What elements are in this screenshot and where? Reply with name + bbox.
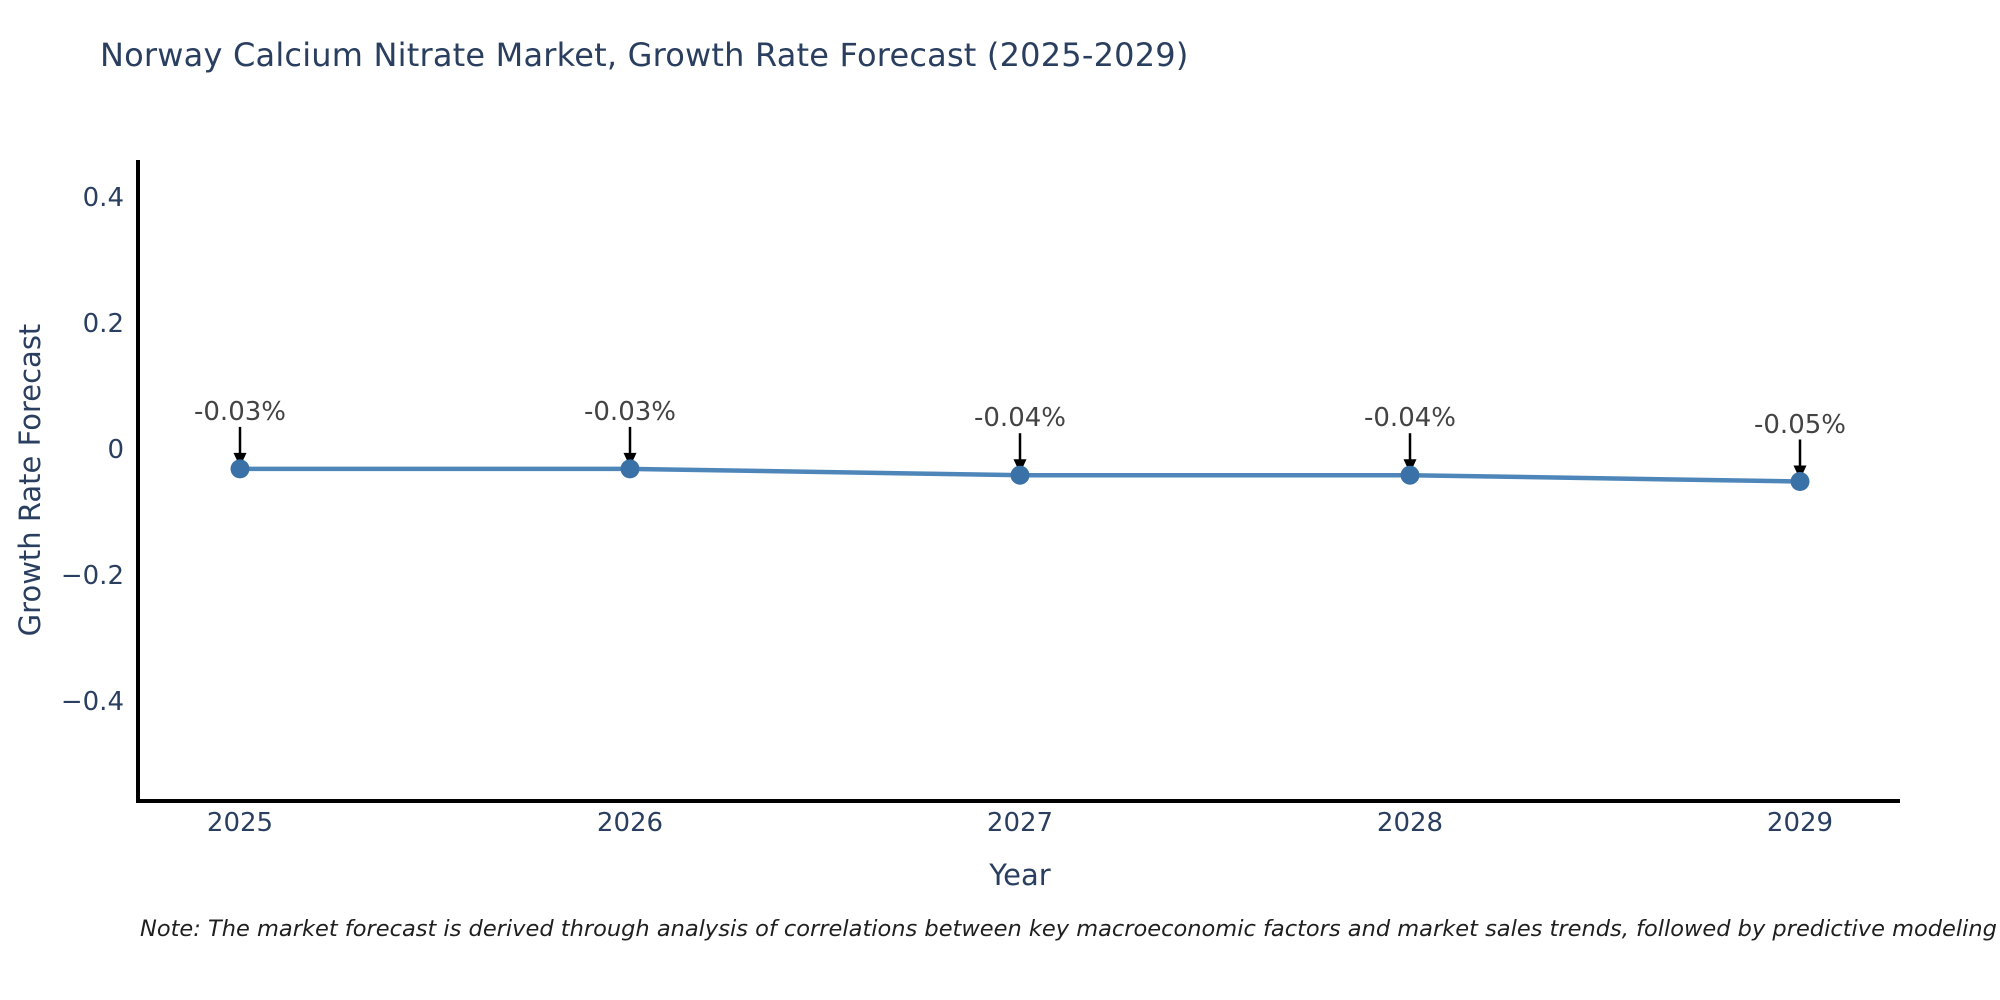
y-axis-tick-label: 0 bbox=[107, 435, 124, 465]
x-axis-tick-label: 2025 bbox=[206, 808, 274, 838]
point-annotation-label: -0.03% bbox=[584, 396, 676, 427]
y-axis-tick-label: 0.2 bbox=[82, 309, 124, 339]
x-axis-tick-label: 2028 bbox=[1376, 808, 1444, 838]
point-annotation-label: -0.04% bbox=[974, 403, 1066, 434]
data-point-marker bbox=[620, 459, 640, 479]
footnote-text: Note: The market forecast is derived thr… bbox=[140, 916, 2000, 942]
data-point-marker bbox=[1400, 465, 1420, 485]
x-axis-tick-label: 2026 bbox=[596, 808, 664, 838]
data-point-marker bbox=[230, 459, 250, 479]
data-point-marker bbox=[1010, 465, 1030, 485]
y-axis-tick-label: −0.2 bbox=[60, 561, 124, 591]
point-annotation-label: -0.05% bbox=[1754, 409, 1846, 440]
chart-title: Norway Calcium Nitrate Market, Growth Ra… bbox=[100, 36, 1189, 74]
data-point-marker bbox=[1790, 472, 1810, 491]
y-axis-title: Growth Rate Forecast bbox=[13, 323, 47, 637]
x-axis-tick-label: 2029 bbox=[1766, 808, 1834, 838]
point-annotation-label: -0.03% bbox=[194, 396, 286, 427]
point-annotation-label: -0.04% bbox=[1364, 403, 1456, 434]
y-axis-tick-label: −0.4 bbox=[60, 687, 124, 717]
x-axis-tick-label: 2027 bbox=[986, 808, 1054, 838]
y-axis-tick-label: 0.4 bbox=[82, 183, 124, 213]
x-axis-title: Year bbox=[989, 858, 1051, 892]
